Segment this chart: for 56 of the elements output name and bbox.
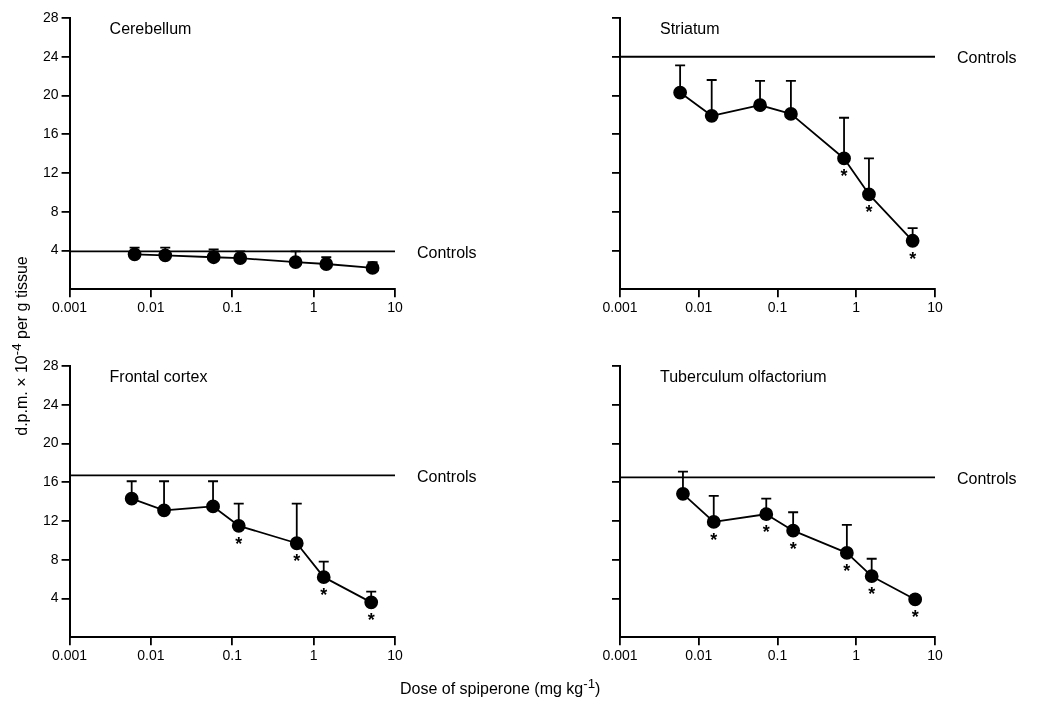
y-tick-label: 20 <box>42 434 59 451</box>
annotation: * <box>367 610 375 631</box>
y-tick-label: 4 <box>50 241 59 258</box>
chart-title: Cerebellum <box>109 20 192 38</box>
annotation: * <box>909 248 917 269</box>
x-tick-label: 0.001 <box>602 299 638 316</box>
x-tick-label: 0.1 <box>222 647 243 664</box>
x-tick-label: 1 <box>309 647 318 664</box>
y-tick-label: 28 <box>42 356 59 373</box>
ref-line-label: Controls <box>417 243 477 261</box>
chart-title: Tuberculum olfactorium <box>660 368 827 386</box>
x-tick-label: 1 <box>852 299 861 316</box>
x-tick-label: 10 <box>387 647 403 664</box>
x-tick-label: 0.01 <box>137 647 165 664</box>
y-tick-label: 28 <box>42 8 59 25</box>
x-tick-label: 0.1 <box>767 299 788 316</box>
annotation: * <box>293 551 301 572</box>
y-tick-label: 24 <box>42 47 59 64</box>
x-tick-label: 0.01 <box>685 647 713 664</box>
annotation: * <box>843 560 851 581</box>
ref-line-label: Controls <box>957 49 1017 67</box>
x-tick-label: 0.01 <box>137 299 165 316</box>
y-tick-label: 4 <box>50 589 59 606</box>
x-tick-label: 0.001 <box>602 647 638 664</box>
y-tick-label: 12 <box>42 511 59 528</box>
ref-line-label: Controls <box>957 469 1017 487</box>
x-tick-label: 10 <box>927 647 943 664</box>
x-tick-label: 0.001 <box>52 647 88 664</box>
y-tick-label: 12 <box>42 163 59 180</box>
chart-title: Striatum <box>660 20 720 38</box>
annotation: * <box>762 522 770 543</box>
y-tick-label: 20 <box>42 86 59 103</box>
x-tick-label: 0.1 <box>767 647 788 664</box>
y-tick-label: 8 <box>50 550 59 567</box>
annotation: * <box>235 533 243 554</box>
annotation: * <box>911 607 919 628</box>
y-tick-label: 16 <box>42 125 59 142</box>
x-tick-label: 10 <box>387 299 403 316</box>
x-tick-label: 0.001 <box>52 299 88 316</box>
chart-title: Frontal cortex <box>109 368 208 386</box>
y-tick-label: 24 <box>42 395 59 412</box>
annotation: * <box>320 585 328 606</box>
annotation: * <box>865 202 873 223</box>
x-tick-label: 1 <box>852 647 861 664</box>
y-tick-label: 8 <box>50 202 59 219</box>
x-tick-label: 1 <box>309 299 318 316</box>
y-tick-label: 16 <box>42 473 59 490</box>
x-tick-label: 10 <box>927 299 943 316</box>
x-axis-title: Dose of spiperone (mg kg$^{-1}$) <box>400 676 601 699</box>
annotation: * <box>789 538 797 559</box>
annotation: * <box>710 529 718 550</box>
annotation: * <box>840 166 848 187</box>
ref-line-label: Controls <box>417 467 477 485</box>
x-tick-label: 0.01 <box>685 299 713 316</box>
annotation: * <box>868 584 876 605</box>
x-tick-label: 0.1 <box>222 299 243 316</box>
